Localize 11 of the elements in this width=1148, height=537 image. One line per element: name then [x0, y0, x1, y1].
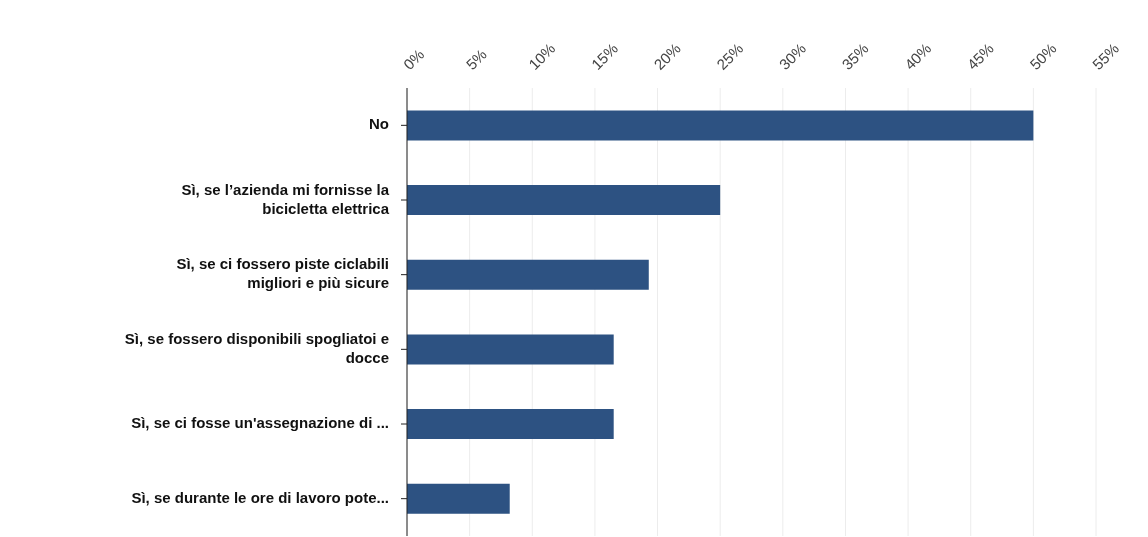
x-tick-label: 30%: [775, 39, 809, 73]
y-tick-label: Sì, se ci fosse un'assegnazione di ...: [131, 413, 389, 431]
x-tick-label: 40%: [901, 39, 935, 73]
y-tick-label: Sì, se durante le ore di lavoro pote...: [131, 488, 389, 506]
y-tick-label: Sì, se fossero disponibili spogliatoi e docce: [124, 329, 389, 366]
x-tick-label: 0%: [399, 45, 428, 73]
x-tick-label: 45%: [963, 39, 997, 73]
y-tick-label: Sì, se ci fossero piste ciclabili migliori e più sicure: [176, 255, 389, 292]
y-tick-label: No: [369, 115, 389, 133]
y-tick-label: Sì, se l’azienda mi fornisse la bicicletta elettrica: [181, 180, 390, 217]
x-tick-label: 5%: [462, 45, 490, 73]
